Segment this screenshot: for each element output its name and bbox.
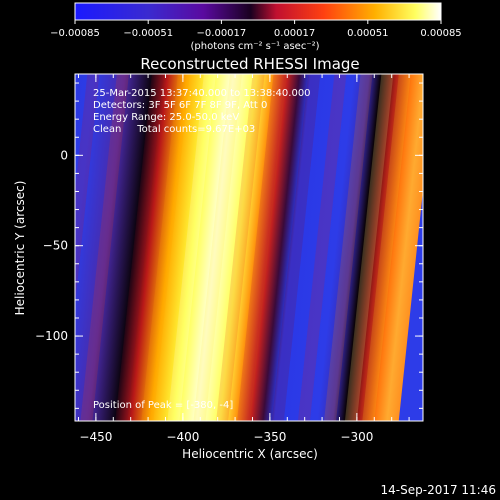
x-tick-label: −300 — [340, 430, 373, 444]
colorbar-unit-label: (photons cm⁻² s⁻¹ asec⁻²) — [190, 41, 319, 52]
y-axis-label: Heliocentric Y (arcsec) — [13, 181, 27, 316]
annotation-clean: Clean Total counts=9.67E+03 — [93, 124, 255, 135]
image-base — [75, 74, 423, 421]
image-band-5 — [193, 74, 243, 421]
annotations: 25-Mar-2015 13:37:40.000 to 13:38:40.000… — [93, 88, 311, 411]
y-tick-label: −100 — [35, 329, 68, 343]
footer-timestamp: 14-Sep-2017 11:46 — [381, 483, 496, 497]
colorbar — [74, 2, 442, 21]
image-band-3 — [141, 74, 190, 421]
image-band-4 — [167, 74, 216, 421]
colorbar-tick-label: 0.00085 — [420, 28, 461, 39]
image-area — [75, 74, 423, 421]
image-band-12 — [362, 74, 411, 421]
colorbar-tick-label: −0.00051 — [123, 28, 173, 39]
image-bands — [75, 74, 423, 421]
image-band-6 — [216, 74, 265, 421]
x-tick-label: −350 — [253, 430, 286, 444]
image-band-11 — [344, 74, 394, 421]
annotation-energy: Energy Range: 25.0-50.0 keV — [93, 112, 239, 123]
colorbar-tick-label: −0.00085 — [50, 28, 100, 39]
colorbar-tick-label: 0.00051 — [347, 28, 388, 39]
x-tick-label: −450 — [79, 430, 112, 444]
colorbar-ticks: −0.00085 −0.00051 −0.00017 0.00017 0.00051 0.… — [50, 20, 462, 39]
x-axis-label: Heliocentric X (arcsec) — [182, 447, 318, 461]
annotation-time: 25-Mar-2015 13:37:40.000 to 13:38:40.000 — [93, 88, 311, 99]
plot-frame — [74, 73, 424, 422]
chart-title: Reconstructed RHESSI Image — [140, 55, 359, 73]
image-band-10 — [324, 74, 373, 421]
annotation-detectors: Detectors: 3F 5F 6F 7F 8F 9F, Att 0 — [93, 100, 267, 111]
peak-position-label: Position of Peak = [-380, -4] — [93, 400, 233, 411]
image-band-8 — [271, 74, 321, 421]
colorbar-tick-label: −0.00017 — [197, 28, 247, 39]
x-axis-ticks: −450 −400 −350 −300 — [77, 74, 410, 444]
image-band-2 — [115, 74, 164, 421]
x-tick-label: −400 — [166, 430, 199, 444]
y-axis-ticks: 0 −50 −100 — [35, 82, 423, 409]
image-band-1 — [80, 74, 129, 421]
colorbar-tick-label: 0.00017 — [274, 28, 315, 39]
image-band-9 — [297, 74, 347, 421]
image-band-7 — [237, 74, 286, 421]
y-tick-label: −50 — [43, 239, 68, 253]
y-tick-label: 0 — [60, 148, 68, 162]
